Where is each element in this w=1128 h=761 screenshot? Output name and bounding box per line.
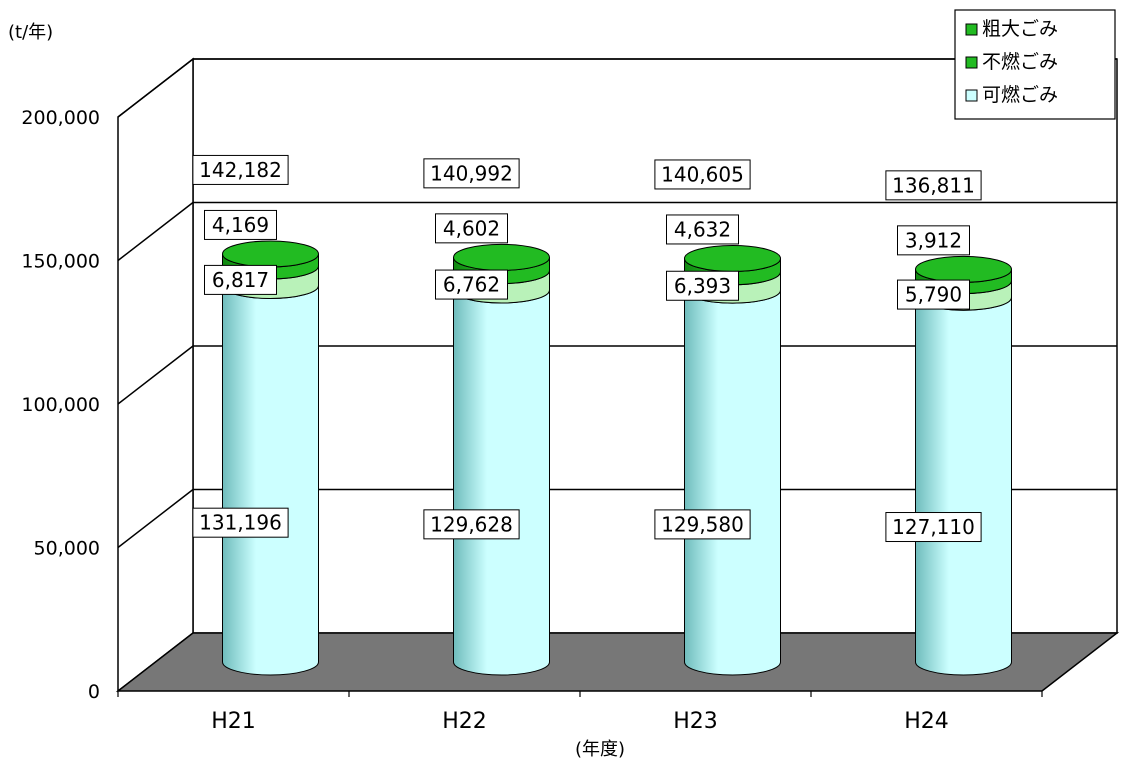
value-label-funen-box [897,279,970,310]
y-axis-label: (t/年) [8,22,53,43]
value-label-sodai-box [204,209,277,240]
value-label-funen: 5,790 [905,283,962,307]
cylinder-segment [453,289,550,676]
legend-swatch [965,89,978,102]
cylinder-top [453,243,550,271]
value-label-kanen: 129,628 [430,512,513,536]
value-label-sodai-box [435,213,508,244]
value-label-sodai-box [897,225,970,256]
y-tick-label: 100,000 [21,394,100,416]
cylinder-top [684,244,781,272]
cylinder-bars [222,240,1012,676]
gridline-side [117,201,194,262]
y-axis: 0 50,000 100,000 150,000 200,000 [21,107,100,703]
value-label-funen-box [204,264,277,295]
value-label-funen-box [666,270,739,301]
x-tick-label: H21 [211,709,256,734]
value-label-sodai: 4,632 [674,217,731,241]
cylinder-segment [684,290,781,676]
value-label-sodai: 4,169 [212,213,269,237]
total-label: 136,811 [892,173,975,197]
value-label-funen-box [435,269,508,300]
legend-entry: 可燃ごみ [982,84,1058,106]
value-label-kanen: 127,110 [892,515,975,539]
total-label-box [192,154,289,185]
x-tick-label: H23 [673,709,718,734]
gridline-side [117,488,194,549]
legend-entry: 不燃ごみ [982,51,1058,73]
total-label-box [423,158,520,189]
value-label-sodai-box [666,214,739,245]
value-label-kanen-box [654,509,751,540]
x-axis-label: (年度) [575,739,625,760]
total-label: 140,992 [430,161,513,185]
cylinder-top [222,240,319,268]
x-axis: H21 H22 H23 H24 [117,691,1043,734]
total-label-box [885,170,982,201]
legend-swatch [965,56,978,69]
total-label: 140,605 [661,162,744,186]
value-label-kanen: 129,580 [661,512,744,536]
legend-box [954,9,1116,120]
y-tick-label: 200,000 [21,107,100,129]
value-label-funen: 6,817 [212,268,269,292]
floor-plane [115,632,1120,692]
value-label-funen: 6,393 [674,274,731,298]
cylinder-top [915,255,1012,283]
cylinder-segment [915,297,1012,676]
x-tick-label: H22 [442,709,487,734]
cylinder-segment [222,285,319,676]
y-tick-label: 150,000 [21,251,100,273]
value-label-sodai: 4,602 [443,216,500,240]
value-label-kanen-box [885,512,982,543]
value-label-kanen: 131,196 [199,511,282,535]
legend-swatch [965,23,978,36]
legend-entry: 粗大ごみ [982,18,1058,40]
plot-floor [115,632,1120,692]
y-tick-label: 0 [88,681,100,703]
data-labels: 131,196 6,817 4,169 142,182 129,628 6,762 4,60… [192,154,982,543]
value-label-kanen-box [192,507,289,538]
value-label-funen: 6,762 [443,273,500,297]
total-label: 142,182 [199,158,282,182]
gridline-side [117,345,194,405]
value-label-sodai: 3,912 [905,228,962,252]
total-label-box [654,159,751,190]
value-label-kanen-box [423,509,520,540]
y-tick-label: 50,000 [34,538,100,560]
x-tick-label: H24 [904,709,949,734]
gridline-side [117,58,194,118]
